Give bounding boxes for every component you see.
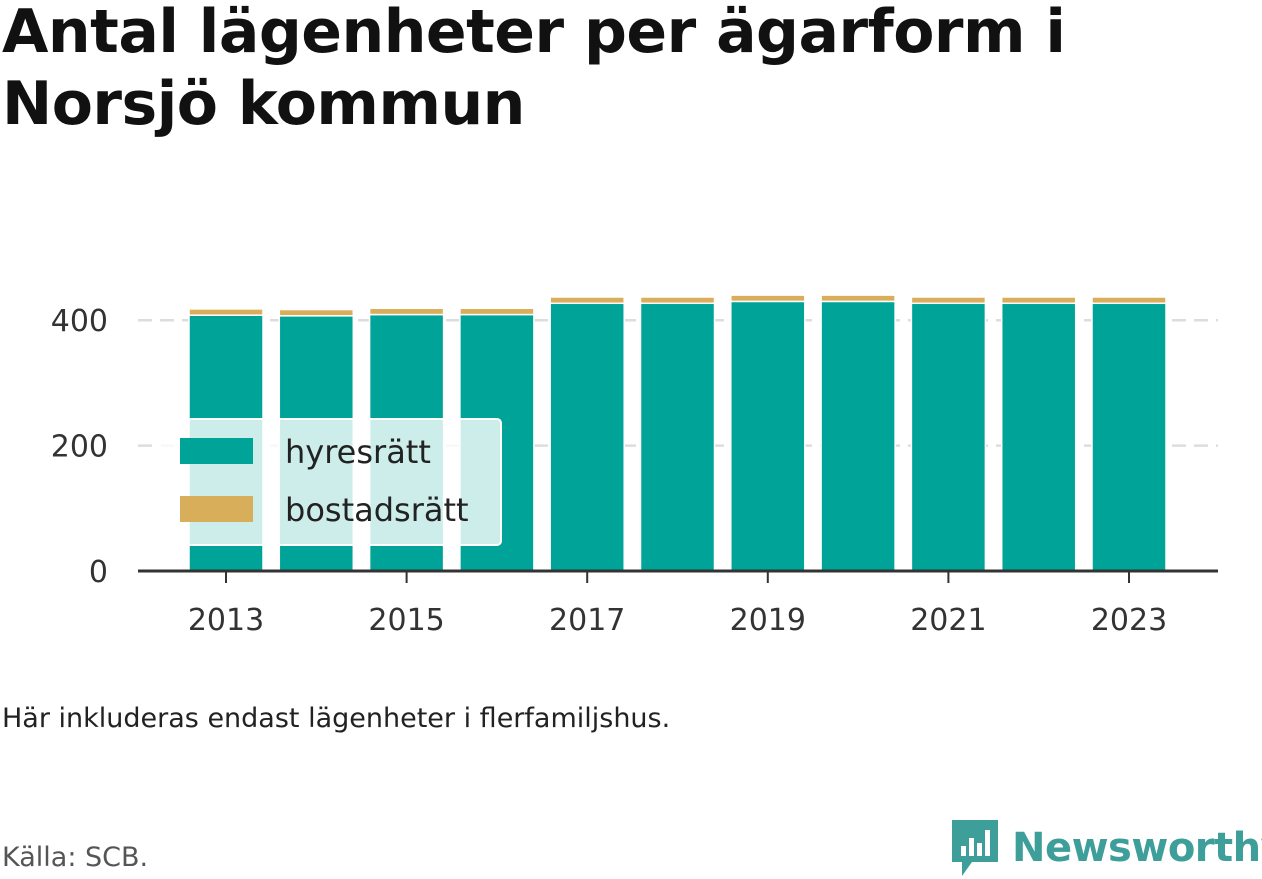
bar-bostadsrätt-2020 [820, 294, 896, 303]
bar-hyresrätt-2022 [1000, 302, 1077, 572]
source-text: Källa: SCB. [2, 842, 149, 873]
x-tick-label: 2017 [549, 603, 625, 638]
bar-bostadsrätt-2017 [549, 296, 625, 305]
x-tick-label: 2023 [1091, 603, 1167, 638]
chart-title: Antal lägenheter per ägarform i Norsjö k… [2, 0, 1066, 139]
x-tick-label: 2015 [368, 603, 444, 638]
legend-swatch-bostadsrätt [180, 496, 253, 522]
brand-logo: Newsworthy [950, 818, 1262, 878]
bar-bostadsrätt-2014 [278, 308, 355, 317]
bar-bostadsrätt-2019 [730, 294, 806, 303]
legend: hyresrätt bostadsrätt [159, 418, 502, 546]
x-tick-label: 2021 [910, 603, 986, 638]
legend-swatch-hyresrätt [180, 438, 253, 464]
legend-label-hyresrätt: hyresrätt [285, 433, 431, 471]
bar-bostadsrätt-2016 [459, 307, 535, 316]
y-tick-label: 400 [51, 304, 108, 339]
bar-bostadsrätt-2013 [188, 308, 264, 316]
legend-label-bostadsrätt: bostadsrätt [285, 491, 469, 529]
bar-hyresrätt-2019 [730, 300, 806, 572]
bar-chart: 0 200 400 2013 2015 2017 2019 2021 2023 hyresrät… [51, 294, 1218, 638]
brand-name: Newsworthy [1012, 825, 1262, 871]
bar-bostadsrätt-2022 [1000, 296, 1077, 305]
bar-bostadsrätt-2023 [1091, 296, 1167, 305]
bar-bostadsrätt-2015 [368, 307, 445, 316]
bar-hyresrätt-2017 [549, 302, 625, 572]
newsworthy-logo-icon [952, 820, 998, 876]
x-tick-label: 2019 [730, 603, 806, 638]
bar-hyresrätt-2018 [639, 302, 716, 572]
axes: 0 200 400 2013 2015 2017 2019 2021 2023 [51, 304, 1218, 638]
bar-hyresrätt-2021 [910, 302, 987, 572]
bar-hyresrätt-2020 [820, 300, 896, 572]
y-tick-label: 200 [51, 430, 108, 465]
y-tick-label: 0 [89, 555, 108, 590]
x-tick-label: 2013 [188, 603, 264, 638]
bar-bostadsrätt-2018 [639, 296, 716, 305]
bar-bostadsrätt-2021 [910, 296, 987, 305]
chart-note: Här inkluderas endast lägenheter i flerf… [2, 703, 671, 734]
bar-hyresrätt-2023 [1091, 302, 1167, 572]
